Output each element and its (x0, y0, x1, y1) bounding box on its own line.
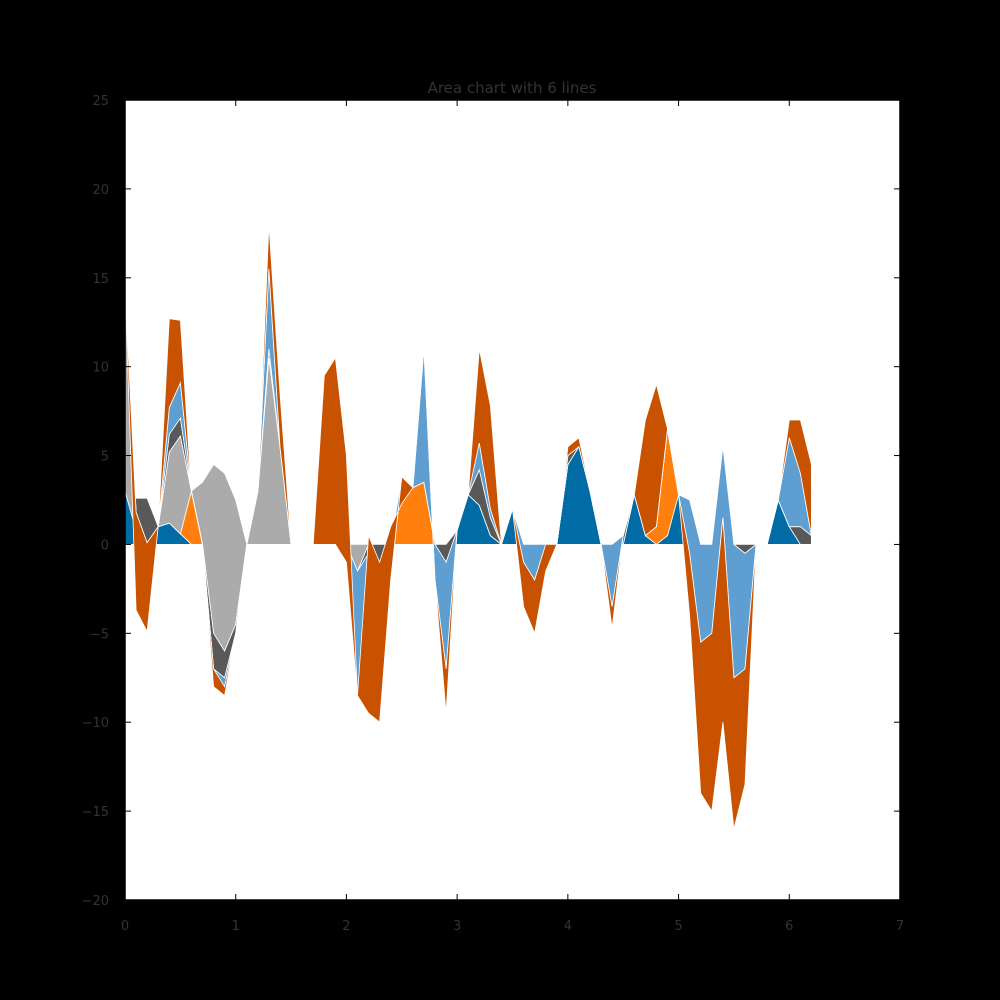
x-tick-label: 3 (453, 919, 461, 934)
y-tick-label: 10 (92, 361, 109, 376)
plot-frame (124, 99, 901, 901)
x-tick-label: 4 (564, 919, 572, 934)
y-tick-label: −15 (82, 805, 109, 820)
x-tick-label: 7 (896, 919, 904, 934)
chart-title: Area chart with 6 lines (428, 79, 597, 97)
plot-background (125, 100, 900, 900)
y-tick-label: −5 (90, 627, 109, 642)
y-tick-label: 20 (92, 183, 109, 198)
x-tick-label: 5 (674, 919, 682, 934)
y-tick-label: −20 (82, 894, 109, 909)
area-series-group (124, 224, 812, 829)
x-tick-label: 0 (121, 919, 129, 934)
y-tick-label: 15 (92, 272, 109, 287)
x-tick-label: 1 (232, 919, 240, 934)
x-tick-label: 2 (342, 919, 350, 934)
y-axis-ticks: −20 −15 −10 −5 0 5 10 15 20 25 (82, 94, 900, 909)
y-tick-label: 25 (92, 94, 109, 109)
y-tick-label: 0 (101, 538, 109, 553)
y-tick-label: 5 (101, 450, 109, 465)
x-tick-label: 6 (785, 919, 793, 934)
area-series-6 (124, 224, 812, 829)
y-tick-label: −10 (82, 716, 109, 731)
